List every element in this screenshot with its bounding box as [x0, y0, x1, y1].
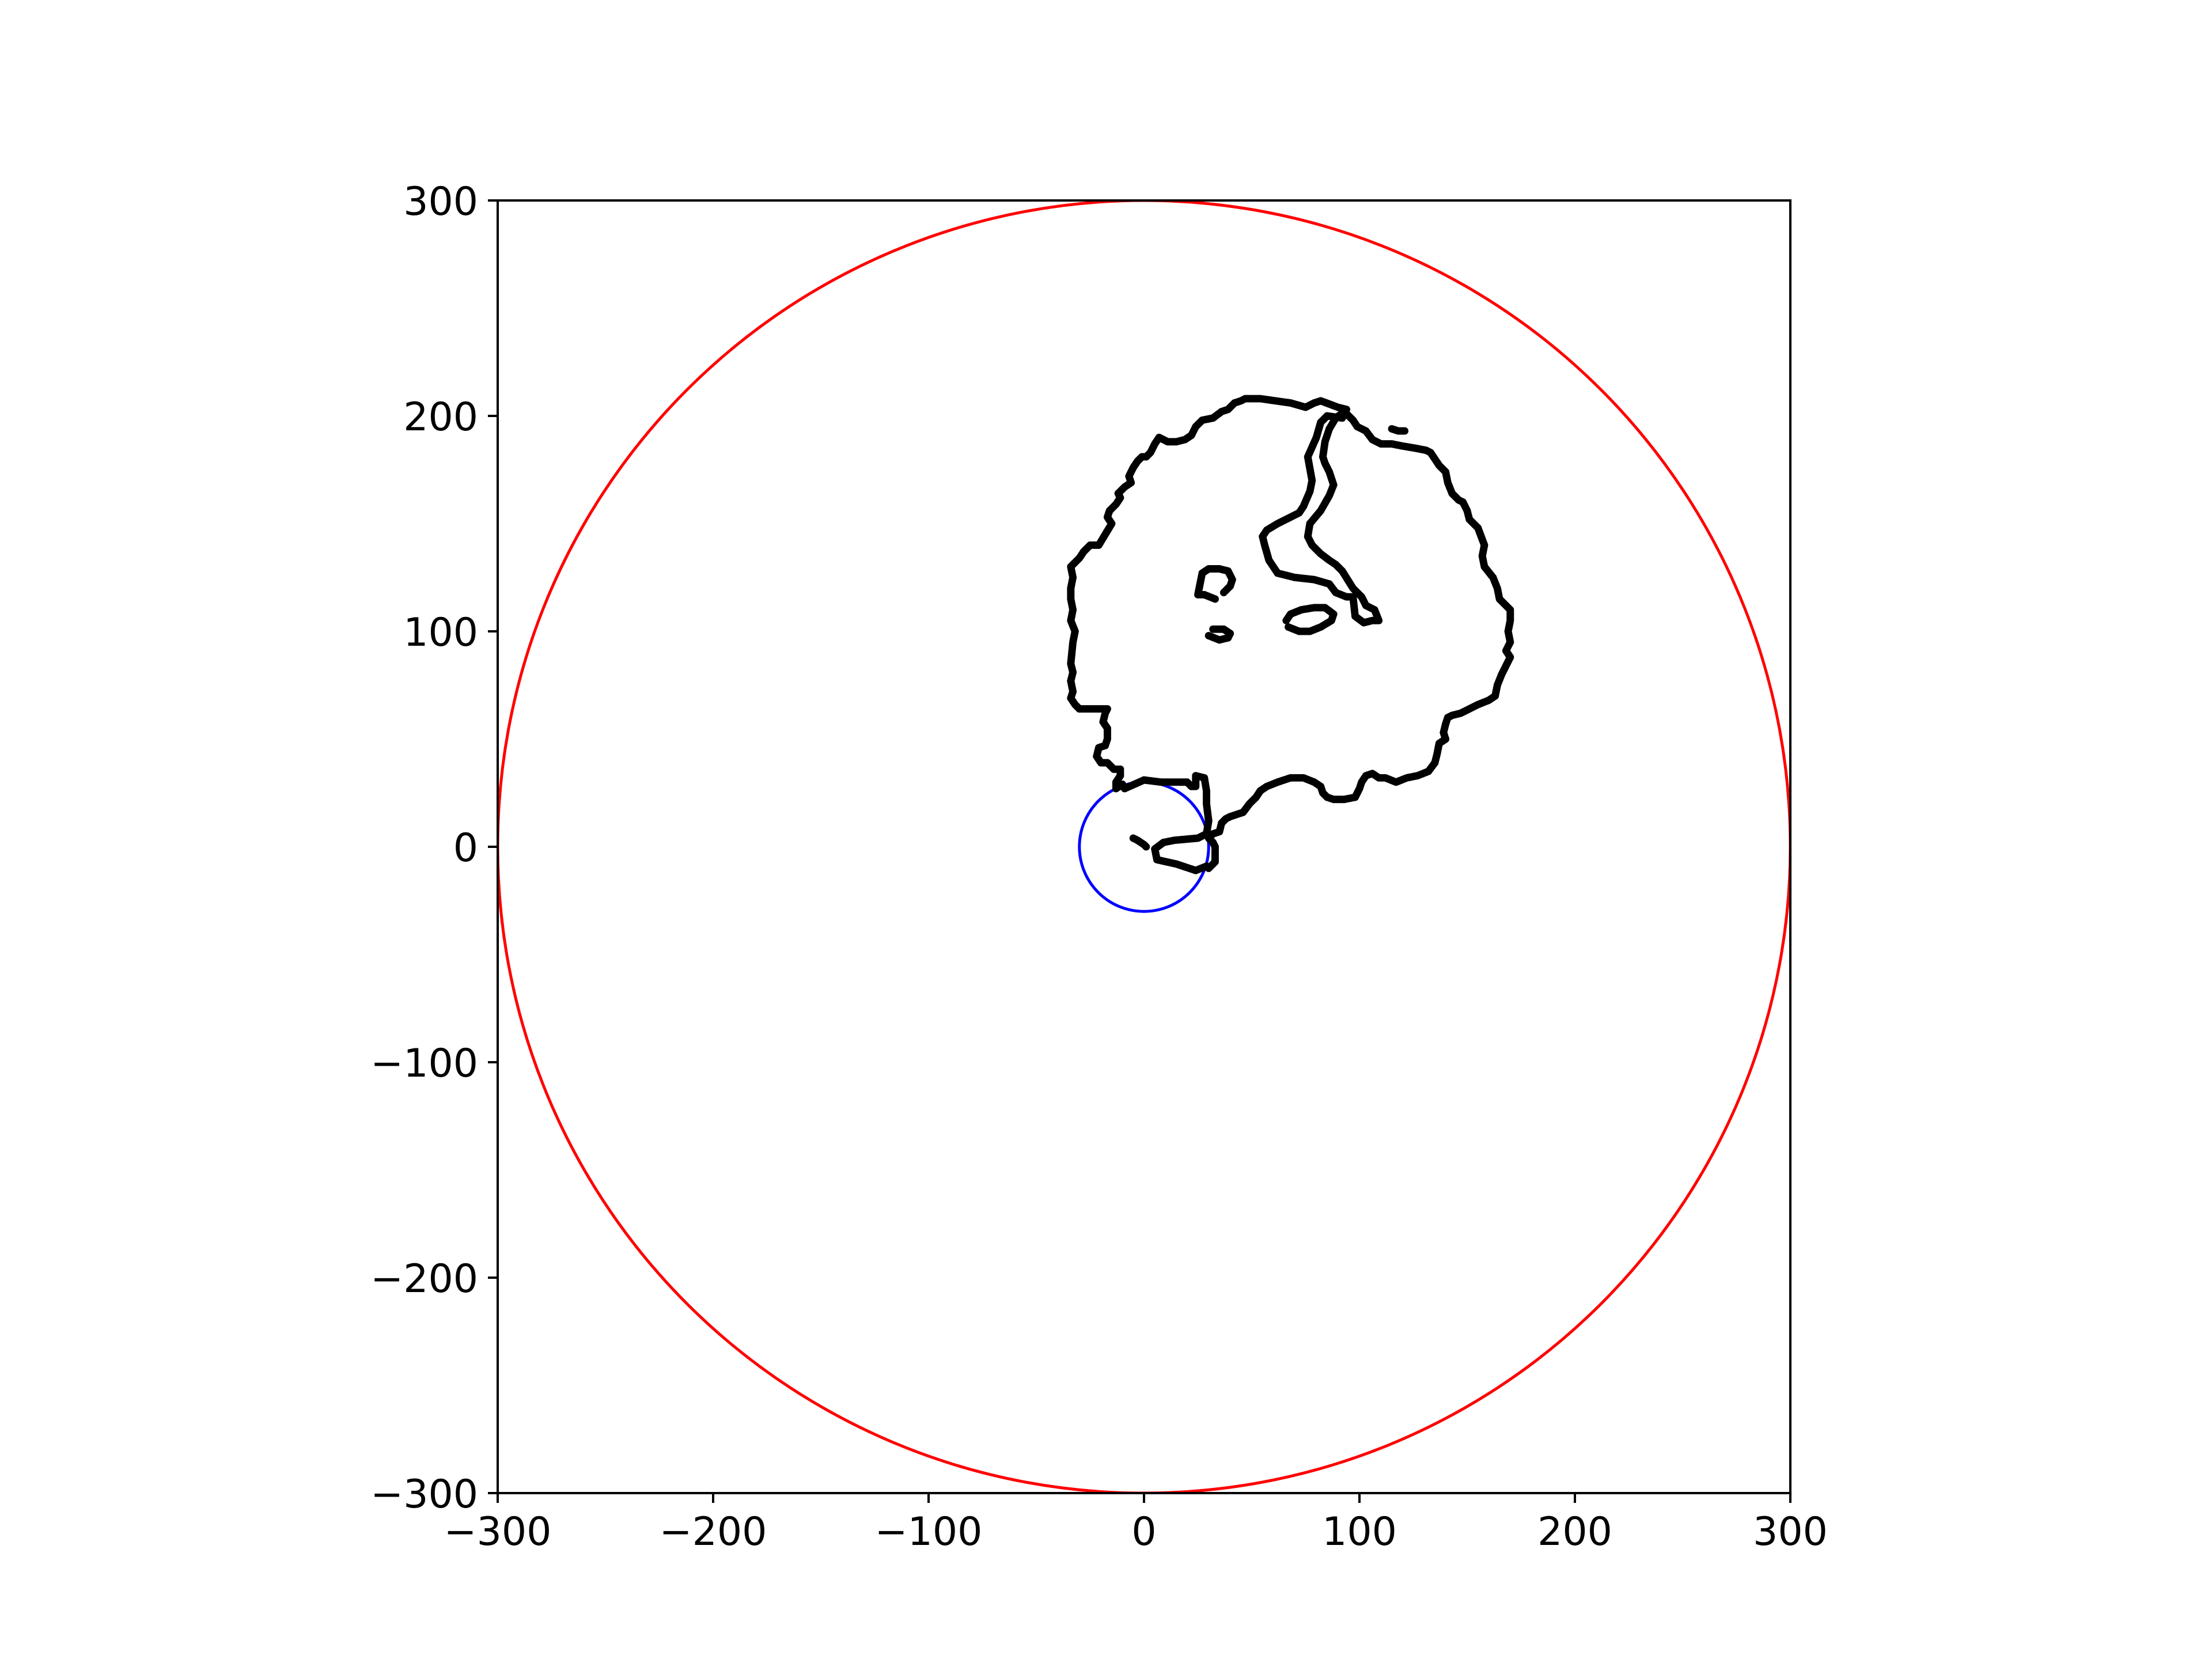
data-point: [1205, 864, 1213, 872]
data-point: [1209, 625, 1217, 633]
x-tick-label: 300: [1753, 1509, 1828, 1555]
data-point: [1142, 843, 1150, 851]
x-tick-label: 100: [1322, 1509, 1397, 1555]
y-tick-label: 0: [453, 825, 478, 871]
y-tick-label: 200: [403, 395, 478, 440]
clipped-content: [498, 200, 1790, 1493]
axes: −300 −200 −100 0 100 200 300 −300 −200 −100 0 100 20…: [370, 179, 1828, 1555]
data-point: [1401, 427, 1409, 435]
y-tick-label: 300: [403, 179, 478, 225]
x-tick-label: 0: [1131, 1509, 1156, 1555]
y-tick-label: 100: [403, 610, 478, 656]
data-point: [1282, 616, 1290, 624]
x-tick-label: −300: [444, 1509, 552, 1555]
x-tick-label: −200: [660, 1509, 767, 1555]
x-tick-label: 200: [1537, 1509, 1612, 1555]
data-point: [1219, 589, 1228, 597]
y-tick-label: −300: [370, 1472, 478, 1517]
plot-area: [498, 200, 1790, 1493]
y-tick-label: −100: [370, 1041, 478, 1086]
data-series-0: [1067, 395, 1514, 874]
x-tick-label: −100: [875, 1509, 983, 1555]
y-tick-label: −200: [370, 1256, 478, 1302]
